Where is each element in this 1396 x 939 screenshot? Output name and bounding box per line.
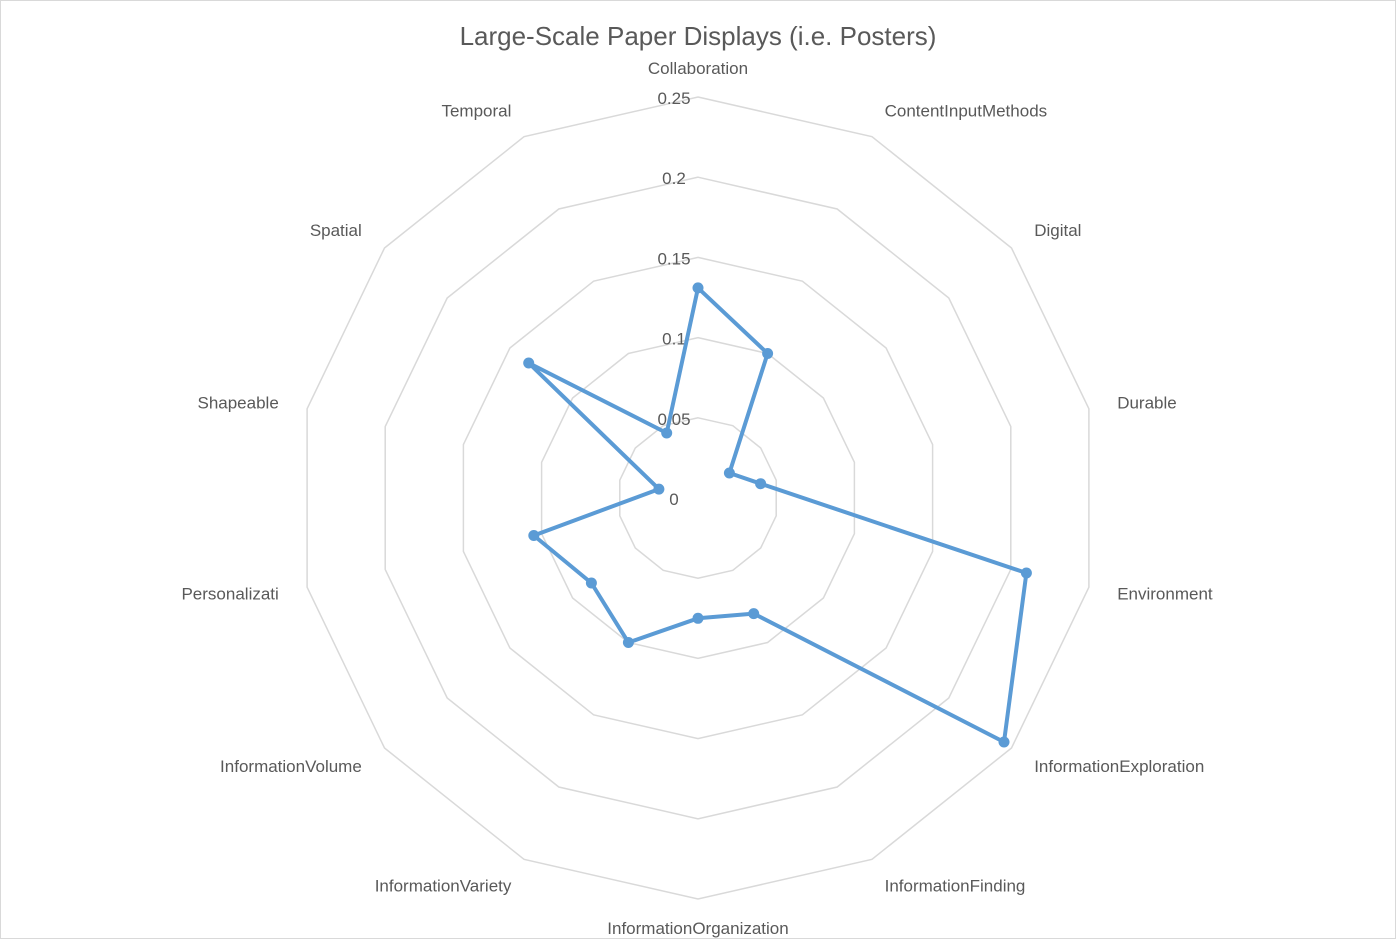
data-point [692, 612, 704, 624]
category-label: Collaboration [648, 59, 748, 78]
category-labels: Collaboration ContentInputMethods Digital D… [181, 59, 1212, 938]
data-point [762, 348, 774, 359]
category-label: ContentInputMethods [885, 102, 1048, 121]
data-point [998, 736, 1010, 748]
data-point [653, 483, 665, 495]
data-point [585, 577, 597, 589]
radial-tick-label: 0.15 [657, 249, 690, 268]
category-label: InformationOrganization [607, 919, 788, 938]
grid [306, 96, 1090, 900]
category-label: Durable [1117, 393, 1177, 412]
grid-ring [462, 256, 934, 740]
data-point [748, 608, 760, 620]
series-line [526, 285, 1029, 744]
chart-title: Large-Scale Paper Displays (i.e. Posters… [460, 21, 937, 51]
category-label: InformationVariety [375, 876, 512, 895]
category-label: Spatial [310, 221, 362, 240]
data-point [622, 637, 634, 648]
category-label: InformationFinding [885, 876, 1026, 895]
category-label: InformationVolume [220, 757, 362, 776]
radial-tick-label: 0.05 [657, 410, 690, 429]
grid-ring [619, 417, 777, 579]
series-group [523, 282, 1032, 748]
data-point [528, 530, 540, 541]
data-point [1020, 567, 1032, 579]
data-point [523, 357, 535, 369]
grid-ring [540, 336, 856, 660]
grid-ring [306, 96, 1090, 900]
radial-ticks: 0 0.05 0.1 0.15 0.2 0.25 [657, 89, 690, 509]
data-point [692, 282, 704, 294]
radial-tick-label: 0.2 [662, 169, 686, 188]
category-label: Digital [1034, 221, 1081, 240]
category-label: Temporal [441, 102, 511, 121]
grid-ring [384, 176, 1012, 820]
data-point [723, 467, 735, 479]
category-label: Shapeable [197, 393, 278, 412]
radial-tick-label: 0.25 [657, 89, 690, 108]
data-point [661, 427, 673, 439]
data-point [755, 478, 767, 490]
category-label: Environment [1117, 585, 1213, 604]
category-label: InformationExploration [1034, 757, 1204, 776]
category-label: Personalizati [181, 585, 278, 604]
radial-tick-label: 0.1 [662, 330, 686, 349]
radial-tick-label: 0 [669, 490, 678, 509]
